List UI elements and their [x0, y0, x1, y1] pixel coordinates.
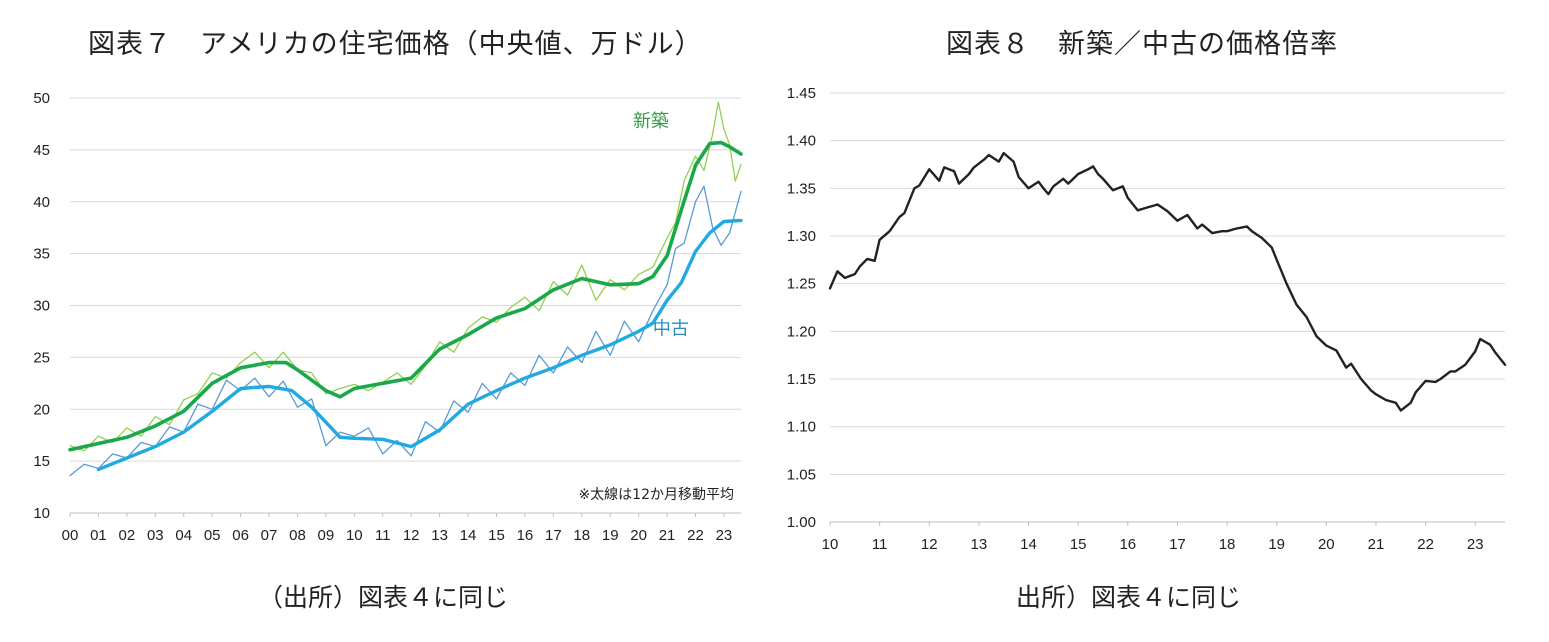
chart7-x-tick-label: 07 — [261, 527, 278, 544]
chart7-x-tick-label: 13 — [431, 527, 448, 544]
chart8-y-tick-label: 1.35 — [787, 180, 816, 197]
chart7-series-label: 新築 — [633, 111, 669, 132]
chart7-x-tick-label: 14 — [460, 527, 477, 544]
chart7-y-tick-label: 25 — [33, 349, 50, 366]
chart8-y-tick-label: 1.25 — [787, 276, 816, 293]
chart7-x-tick-label: 20 — [630, 527, 647, 544]
chart7-series-new-raw — [69, 101, 742, 452]
chart7-series-new-ma — [68, 140, 743, 452]
chart8-source: 出所）図表４に同じ — [1016, 583, 1242, 612]
chart7-x-tick-label: 15 — [488, 527, 505, 544]
chart7-x-tick-label: 11 — [375, 527, 391, 544]
chart8-y-tick-label: 1.30 — [787, 228, 816, 245]
chart7-x-tick-label: 05 — [204, 527, 221, 544]
chart8-svg: 1.00 1.05 1.10 1.15 1.20 1.25 1.30 1.35 1.40 1.45… — [787, 85, 1507, 553]
chart7-x-tick-label: 03 — [147, 527, 164, 544]
chart7-x-tick-label: 00 — [62, 527, 79, 544]
chart7-series-used-ma — [96, 218, 743, 472]
chart7-series-used-raw — [69, 185, 742, 477]
chart7-y-tick-label: 45 — [33, 142, 50, 159]
chart8-x-tick-label: 13 — [971, 536, 988, 553]
chart7-y-tick-label: 10 — [33, 505, 50, 522]
chart8-x-tick-label: 20 — [1318, 536, 1335, 553]
chart7-x-tick-label: 01 — [90, 527, 107, 544]
chart8-title: 図表８ 新築／中古の価格倍率 — [946, 29, 1338, 60]
chart7-x-tick-label: 06 — [232, 527, 249, 544]
chart8-x-tick-label: 10 — [822, 536, 839, 553]
chart7-title: 図表７ アメリカの住宅価格（中央値、万ドル） — [88, 29, 703, 60]
chart8-y-tick-label: 1.20 — [787, 323, 816, 340]
chart7-y-tick-label: 35 — [33, 246, 50, 263]
chart8-x-tick-label: 23 — [1467, 536, 1484, 553]
chart7-series-label: 中古 — [653, 319, 689, 340]
chart7-x-tick-label: 19 — [602, 527, 619, 544]
chart8-y-tick-label: 1.10 — [787, 419, 816, 436]
chart8-x-tick-label: 22 — [1417, 536, 1434, 553]
chart7-x-tick-label: 12 — [403, 527, 420, 544]
chart8-x-tick-label: 15 — [1070, 536, 1087, 553]
chart7-svg: 10 15 20 25 30 35 40 45 50 00 01 02 03 04 05 06 07 08 09 10… — [33, 90, 743, 544]
chart7-y-tick-label: 15 — [33, 453, 50, 470]
chart8-x-tick-label: 12 — [921, 536, 938, 553]
chart8-x-tick-label: 11 — [872, 536, 888, 553]
chart8-y-tick-label: 1.40 — [787, 133, 816, 150]
chart7-y-tick-label: 30 — [33, 298, 50, 315]
chart7-x-tick-label: 16 — [517, 527, 534, 544]
chart8-x-tick-label: 19 — [1268, 536, 1285, 553]
chart7-x-tick-label: 23 — [716, 527, 733, 544]
chart7-x-tick-label: 17 — [545, 527, 562, 544]
chart7-y-tick-label: 40 — [33, 194, 50, 211]
chart8-y-tick-label: 1.00 — [787, 514, 816, 531]
chart8-y-tick-label: 1.05 — [787, 466, 816, 483]
chart8-y-tick-label: 1.45 — [787, 85, 816, 102]
chart7-x-tick-label: 21 — [659, 527, 676, 544]
chart7-note: ※太線は12か月移動平均 — [578, 487, 734, 503]
chart7-x-tick-label: 10 — [346, 527, 363, 544]
chart8-x-tick-label: 18 — [1219, 536, 1236, 553]
chart8-series-ratio — [828, 151, 1507, 412]
chart8-x-tick-label: 17 — [1169, 536, 1186, 553]
chart8-x-tick-label: 21 — [1368, 536, 1385, 553]
chart7-x-tick-label: 02 — [119, 527, 136, 544]
chart7-x-tick-label: 08 — [289, 527, 306, 544]
chart7-source: （出所）図表４に同じ — [258, 583, 509, 612]
chart8-x-tick-label: 14 — [1020, 536, 1037, 553]
chart8-x-tick-label: 16 — [1119, 536, 1136, 553]
chart7-y-tick-label: 20 — [33, 401, 50, 418]
chart7-x-tick-label: 22 — [687, 527, 704, 544]
chart8-y-tick-label: 1.15 — [787, 371, 816, 388]
chart7-y-tick-label: 50 — [33, 90, 50, 107]
chart7-x-tick-label: 04 — [175, 527, 192, 544]
chart7-x-tick-label: 09 — [318, 527, 335, 544]
chart7-x-tick-label: 18 — [573, 527, 590, 544]
